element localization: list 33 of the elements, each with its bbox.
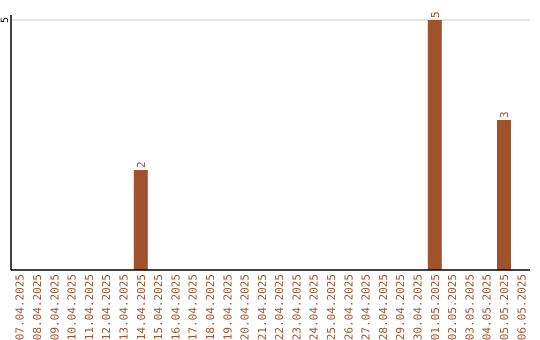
x-tick-label: 26.04.2025 [342,274,356,340]
x-tick-label: 04.05.2025 [480,274,494,340]
x-tick-label: 10.04.2025 [66,274,79,340]
data-label: 5 [428,11,442,18]
x-tick-label: 17.04.2025 [186,274,200,340]
x-tick-label: 27.04.2025 [360,274,373,340]
x-tick-label: 05.05.2025 [498,274,511,340]
x-tick-label: 22.04.2025 [273,274,286,340]
x-tick-label: 13.04.2025 [118,274,130,340]
x-tick-label: 19.04.2025 [221,274,234,340]
x-tick-label: 20.04.2025 [238,274,252,340]
x-tick-label: 02.05.2025 [446,274,460,340]
x-tick-label: 09.04.2025 [48,274,62,340]
x-tick-label: 08.04.2025 [31,274,44,340]
x-tick-label: 07.04.2025 [14,274,27,340]
x-tick-label: 16.04.2025 [169,274,182,340]
x-tick-label: 12.04.2025 [100,274,114,340]
x-tick-label: 18.04.2025 [204,274,217,340]
data-label: 2 [134,161,148,168]
data-label: 3 [498,111,511,118]
x-tick-label: 23.04.2025 [290,274,304,340]
x-tick-label: 28.04.2025 [376,274,390,340]
x-tick-label: 30.04.2025 [412,274,424,340]
x-tick-label: 06.05.2025 [515,274,528,340]
x-tick-label: 29.04.2025 [394,274,408,340]
x-tick-label: 24.04.2025 [308,274,321,340]
x-tick-label: 15.04.2025 [152,274,166,340]
x-tick-label: 14.04.2025 [134,274,148,340]
x-tick-label: 25.04.2025 [325,274,338,340]
x-tick-label: 21.04.2025 [256,274,269,340]
x-tick-label: 11.04.2025 [82,274,96,340]
x-tick-label: 01.05.2025 [428,274,442,340]
x-tick-label: 03.05.2025 [463,274,476,340]
